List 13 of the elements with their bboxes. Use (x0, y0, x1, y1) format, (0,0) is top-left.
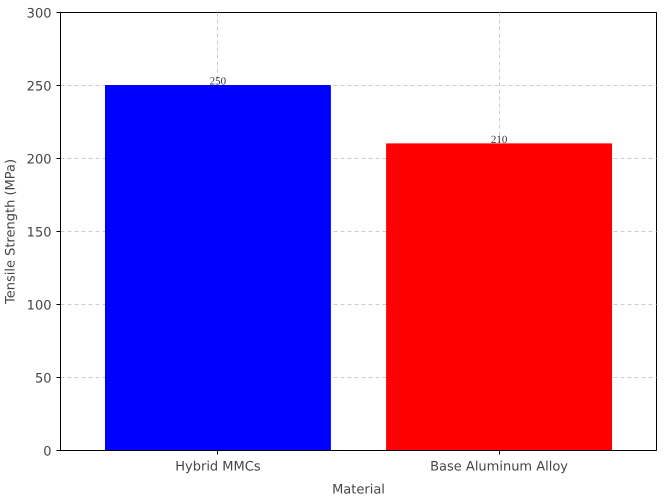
y-tick-label: 50 (34, 372, 52, 386)
x-tick-label: Hybrid MMCs (175, 460, 261, 474)
data-label: 210 (490, 134, 508, 146)
x-tick-label: Base Aluminum Alloy (430, 460, 568, 474)
data-label: 250 (210, 76, 227, 88)
y-tick-label: 200 (26, 152, 52, 168)
y-tick-label: 0 (43, 444, 52, 460)
x-axis-title: Material (332, 482, 385, 498)
y-tick-label: 300 (26, 6, 52, 22)
y-tick-label: 250 (26, 80, 52, 94)
y-tick-label: 100 (26, 298, 52, 314)
y-axis-title: Tensile Strength (MPa) (4, 158, 19, 306)
y-tick-label: 150 (26, 226, 52, 240)
